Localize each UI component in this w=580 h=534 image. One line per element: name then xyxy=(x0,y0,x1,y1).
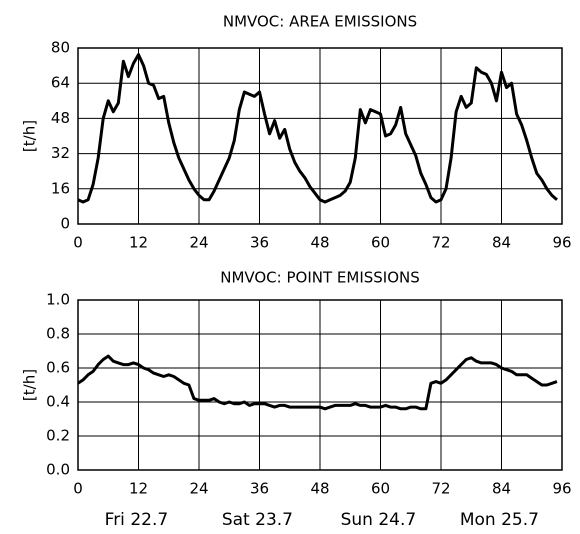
x-tick-label: 36 xyxy=(250,480,269,498)
plot-frame xyxy=(77,47,563,225)
y-axis-label: [t/h] xyxy=(21,120,39,152)
chart-title: NMVOC: AREA EMISSIONS xyxy=(223,13,417,31)
day-label: Fri 22.7 xyxy=(105,510,169,530)
y-tick-label: 0 xyxy=(60,215,70,233)
y-tick-label: 1.0 xyxy=(46,291,70,309)
y-axis-label: [t/h] xyxy=(21,369,39,401)
x-tick-label: 72 xyxy=(431,480,450,498)
x-tick-label: 84 xyxy=(492,234,511,252)
x-tick-label: 36 xyxy=(250,234,269,252)
day-label: Sun 24.7 xyxy=(341,510,417,530)
x-tick-label: 96 xyxy=(552,480,571,498)
y-tick-label: 64 xyxy=(51,74,70,92)
y-tick-label: 32 xyxy=(51,144,70,162)
x-tick-label: 24 xyxy=(189,234,208,252)
x-tick-label: 96 xyxy=(552,234,571,252)
plot-frame xyxy=(77,299,563,471)
x-tick-label: 48 xyxy=(310,234,329,252)
day-label: Mon 25.7 xyxy=(460,510,539,530)
x-tick-label: 12 xyxy=(129,234,148,252)
x-tick-label: 84 xyxy=(492,480,511,498)
y-tick-label: 0.2 xyxy=(46,427,70,445)
y-tick-label: 48 xyxy=(51,109,70,127)
y-tick-label: 0.6 xyxy=(46,359,70,377)
y-tick-label: 16 xyxy=(51,179,70,197)
y-tick-label: 0.4 xyxy=(46,393,70,411)
x-tick-label: 60 xyxy=(371,480,390,498)
y-tick-label: 0.8 xyxy=(46,325,70,343)
x-tick-label: 0 xyxy=(73,480,83,498)
data-line xyxy=(77,53,558,204)
y-tick-label: 0.0 xyxy=(46,461,70,479)
data-line xyxy=(77,354,558,411)
x-tick-label: 24 xyxy=(189,480,208,498)
x-tick-label: 48 xyxy=(310,480,329,498)
x-tick-label: 72 xyxy=(431,234,450,252)
chart-title: NMVOC: POINT EMISSIONS xyxy=(220,269,420,287)
x-tick-label: 12 xyxy=(129,480,148,498)
x-tick-label: 0 xyxy=(73,234,83,252)
day-label: Sat 23.7 xyxy=(222,510,293,530)
x-tick-label: 60 xyxy=(371,234,390,252)
y-tick-label: 80 xyxy=(51,39,70,57)
